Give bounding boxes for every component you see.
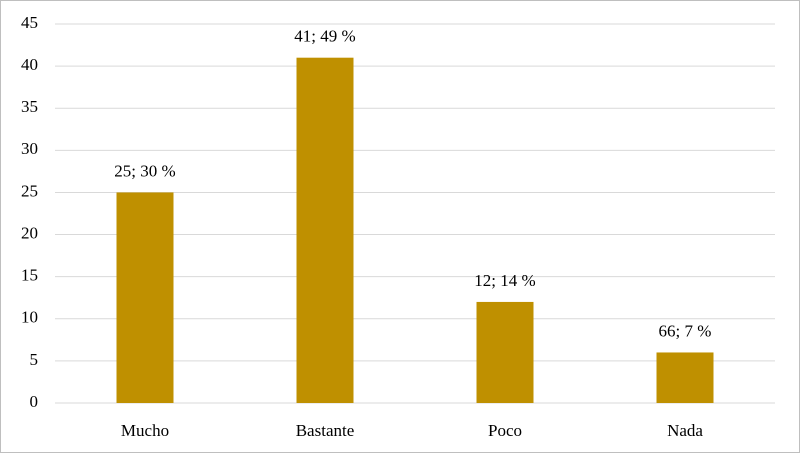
y-tick-label: 10: [21, 308, 38, 327]
x-tick-label: Poco: [488, 421, 522, 440]
bar: [116, 192, 174, 403]
y-tick-label: 35: [21, 97, 38, 116]
y-tick-label: 20: [21, 223, 38, 242]
bar: [656, 352, 714, 403]
y-tick-label: 5: [30, 350, 39, 369]
y-tick-label: 45: [21, 13, 38, 32]
y-tick-label: 15: [21, 266, 38, 285]
data-label: 41; 49 %: [294, 27, 355, 46]
x-tick-label: Mucho: [121, 421, 169, 440]
x-tick-label: Nada: [667, 421, 703, 440]
data-label: 25; 30 %: [114, 161, 175, 180]
bar: [296, 57, 354, 403]
y-tick-label: 30: [21, 139, 38, 158]
bar: [476, 301, 534, 403]
y-tick-label: 25: [21, 181, 38, 200]
data-label: 12; 14 %: [474, 271, 535, 290]
data-label: 66; 7 %: [659, 321, 712, 340]
x-tick-label: Bastante: [296, 421, 355, 440]
y-tick-label: 0: [30, 392, 39, 411]
y-tick-label: 40: [21, 55, 38, 74]
